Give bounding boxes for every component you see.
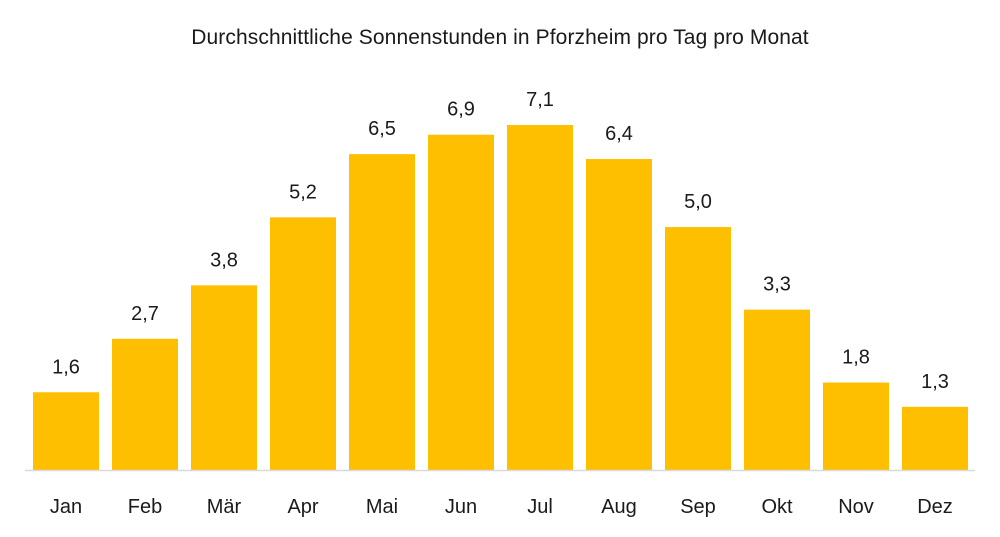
value-label-okt: 3,3 (763, 274, 791, 296)
x-tick-label-okt: Okt (761, 496, 793, 518)
value-label-sep: 5,0 (684, 191, 712, 213)
value-label-dez: 1,3 (921, 371, 949, 393)
bar-feb (112, 338, 178, 470)
x-tick-label-jan: Jan (50, 496, 82, 518)
value-label-nov: 1,8 (842, 347, 870, 369)
bar-nov (823, 382, 889, 470)
x-tick-label-apr: Apr (287, 496, 318, 518)
x-tick-label-nov: Nov (838, 496, 874, 518)
x-tick-labels-layer: Jan Feb Mär Apr Mai Jun Jul Aug Sep Okt Nov Dez (50, 496, 953, 518)
value-label-jan: 1,6 (52, 356, 80, 378)
x-tick-label-jun: Jun (445, 496, 477, 518)
value-labels-layer: 1,6 2,7 3,8 5,2 6,5 6,9 7,1 6,4 5,0 3,3 1,8 1,3 (52, 89, 949, 393)
chart-title: Durchschnittliche Sonnenstunden in Pforz… (191, 26, 809, 49)
x-tick-label-aug: Aug (601, 496, 637, 518)
value-label-jul: 7,1 (526, 89, 554, 111)
bar-jan (33, 392, 99, 470)
bar-mär (191, 285, 257, 470)
bar-sep (665, 227, 731, 470)
x-tick-label-mai: Mai (366, 496, 398, 518)
bar-jun (428, 134, 494, 470)
value-label-jun: 6,9 (447, 99, 475, 121)
bar-okt (744, 309, 810, 470)
bar-apr (270, 217, 336, 470)
bar-jul (507, 125, 573, 470)
bar-aug (586, 159, 652, 470)
x-tick-label-mär: Mär (207, 496, 242, 518)
x-tick-label-dez: Dez (917, 496, 953, 518)
value-label-feb: 2,7 (131, 303, 159, 325)
bar-dez (902, 406, 968, 470)
x-tick-label-jul: Jul (527, 496, 553, 518)
value-label-mär: 3,8 (210, 249, 238, 271)
value-label-aug: 6,4 (605, 123, 633, 145)
bars-layer (33, 125, 968, 471)
bar-mai (349, 154, 415, 471)
value-label-mai: 6,5 (368, 118, 396, 140)
x-tick-label-feb: Feb (128, 496, 162, 518)
x-tick-label-sep: Sep (680, 496, 716, 518)
value-label-apr: 5,2 (289, 181, 317, 203)
